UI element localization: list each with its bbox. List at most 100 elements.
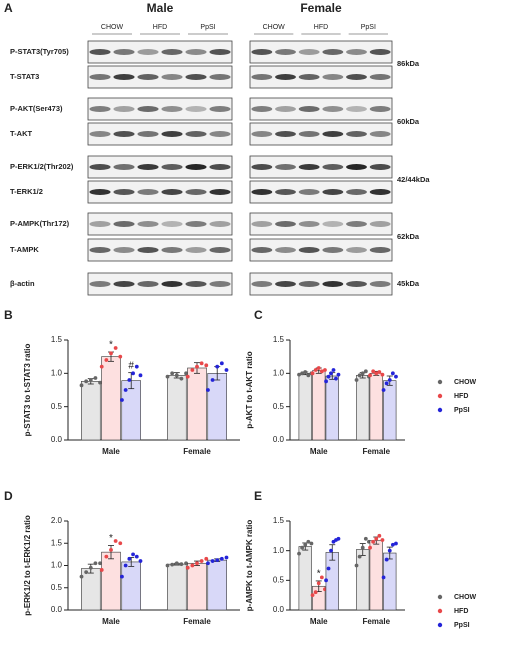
data-point bbox=[204, 363, 209, 368]
y-axis-label: p-AKT to t-AKT ratio bbox=[245, 351, 254, 428]
blot-band bbox=[161, 74, 183, 80]
y-tick-label: 0.5 bbox=[51, 402, 63, 411]
y-tick-label: 0.5 bbox=[273, 575, 285, 584]
bar bbox=[383, 552, 397, 611]
blot-band bbox=[161, 164, 183, 170]
data-point bbox=[306, 373, 311, 378]
blot-band bbox=[89, 189, 111, 195]
data-point bbox=[368, 373, 372, 378]
blot-band bbox=[369, 281, 391, 287]
data-point bbox=[300, 545, 305, 550]
data-point bbox=[300, 371, 305, 376]
blot-band bbox=[113, 189, 135, 195]
legend-label: HFD bbox=[454, 608, 468, 615]
data-point bbox=[316, 366, 321, 370]
blot-band bbox=[113, 247, 135, 253]
blot-band bbox=[137, 74, 159, 80]
blot-band bbox=[275, 221, 296, 227]
bar bbox=[325, 375, 339, 441]
blot-band bbox=[185, 247, 207, 253]
data-point bbox=[118, 541, 123, 546]
blot-band bbox=[209, 247, 231, 253]
blot-band bbox=[298, 164, 320, 170]
sex-header: Female bbox=[300, 1, 342, 15]
data-point bbox=[377, 370, 382, 374]
size-label: 60kDa bbox=[397, 117, 420, 126]
data-point bbox=[215, 558, 220, 563]
significance-mark: # bbox=[128, 360, 134, 371]
blot-band bbox=[275, 49, 296, 55]
legend-label: PpSI bbox=[454, 407, 470, 414]
blot-band bbox=[137, 164, 159, 170]
group-label: HFD bbox=[314, 24, 328, 31]
blot-band bbox=[89, 164, 111, 170]
blot-band bbox=[322, 281, 344, 287]
legend-label: PpSI bbox=[454, 622, 470, 629]
y-tick-label: 1.0 bbox=[273, 368, 285, 377]
blot-band bbox=[275, 281, 296, 287]
blot-band bbox=[113, 281, 135, 287]
data-point bbox=[131, 371, 135, 376]
y-tick-label: 0.0 bbox=[273, 605, 285, 614]
blot-frame bbox=[87, 97, 233, 121]
bar bbox=[325, 552, 339, 611]
y-axis-label: p-STAT3 to t-STAT3 ratio bbox=[23, 344, 32, 437]
data-point bbox=[381, 575, 386, 580]
legend-marker bbox=[437, 393, 443, 399]
data-point bbox=[313, 368, 318, 372]
y-tick-label: 2.0 bbox=[51, 516, 63, 525]
data-point bbox=[84, 379, 89, 384]
data-point bbox=[323, 368, 327, 372]
data-point bbox=[363, 536, 368, 541]
data-point bbox=[374, 536, 379, 541]
data-point bbox=[387, 378, 392, 382]
data-point bbox=[384, 381, 389, 386]
blot-band bbox=[137, 189, 159, 195]
data-point bbox=[99, 568, 104, 572]
blot-band bbox=[185, 221, 207, 227]
data-point bbox=[99, 364, 104, 369]
data-point bbox=[357, 554, 362, 559]
y-tick-label: 0.5 bbox=[51, 583, 63, 592]
data-point bbox=[93, 376, 98, 380]
blot-frame bbox=[249, 155, 393, 179]
sex-header: Male bbox=[147, 1, 174, 15]
blot-band bbox=[209, 49, 231, 55]
data-point bbox=[170, 371, 175, 376]
bar bbox=[187, 367, 207, 441]
blot-band bbox=[89, 49, 111, 55]
blot-band bbox=[346, 106, 367, 112]
blot-label: T-AMPK bbox=[10, 245, 39, 254]
data-point bbox=[224, 368, 229, 372]
blot-band bbox=[369, 49, 391, 55]
data-point bbox=[224, 555, 229, 560]
blot-band bbox=[185, 281, 207, 287]
blot-band bbox=[346, 49, 367, 55]
bar bbox=[81, 568, 101, 611]
data-point bbox=[381, 388, 386, 392]
data-point bbox=[394, 541, 398, 546]
legend-label: CHOW bbox=[454, 379, 477, 386]
data-point bbox=[368, 545, 372, 550]
blot-band bbox=[113, 49, 135, 55]
blot-frame bbox=[249, 40, 393, 64]
data-point bbox=[204, 556, 209, 561]
y-tick-label: 0.0 bbox=[51, 435, 63, 444]
blot-band bbox=[209, 164, 231, 170]
blot-band bbox=[298, 189, 320, 195]
blot-band bbox=[137, 281, 159, 287]
data-point bbox=[131, 552, 135, 557]
blot-band bbox=[137, 131, 159, 137]
blot-band bbox=[346, 221, 367, 227]
data-point bbox=[380, 372, 385, 377]
data-point bbox=[93, 561, 98, 566]
group-label: HFD bbox=[153, 24, 167, 31]
blot-band bbox=[185, 164, 207, 170]
data-point bbox=[210, 378, 215, 382]
legend-label: CHOW bbox=[454, 594, 477, 601]
data-point bbox=[127, 556, 132, 561]
blot-frame bbox=[249, 65, 393, 89]
bar bbox=[101, 551, 121, 611]
y-tick-label: 1.5 bbox=[51, 538, 63, 547]
blot-band bbox=[251, 131, 273, 137]
